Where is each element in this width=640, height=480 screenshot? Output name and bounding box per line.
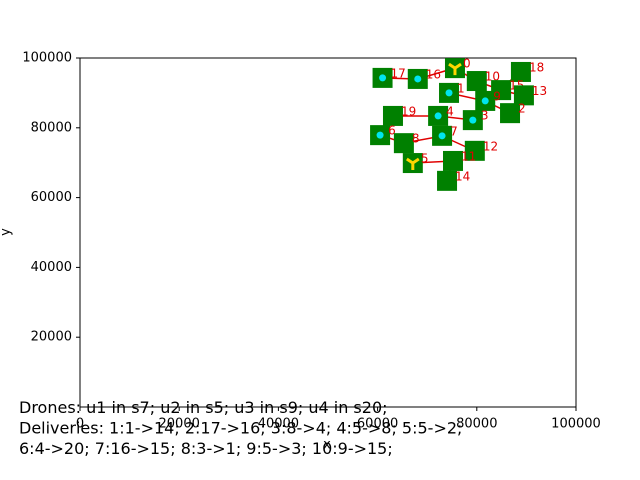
- node-label: 5: [421, 152, 429, 166]
- node: [510, 61, 531, 82]
- node-label: 17: [391, 66, 406, 80]
- station-dot: [438, 132, 446, 140]
- node: [500, 103, 521, 124]
- y-tick-label: 40000: [31, 260, 72, 275]
- y-tick-label: 80000: [31, 120, 72, 135]
- node: [513, 85, 534, 106]
- x-tick-label: 0: [76, 417, 84, 432]
- station-dot: [414, 75, 422, 83]
- node-label: 7: [450, 124, 458, 138]
- route: [379, 134, 476, 152]
- y-tick-label: 20000: [31, 330, 72, 345]
- node: [466, 71, 487, 92]
- node-label: 11: [461, 149, 476, 163]
- node-label: 6: [388, 124, 396, 138]
- node: [382, 105, 403, 126]
- node-label: 19: [401, 104, 416, 118]
- node-label: 0: [463, 57, 471, 71]
- node: [491, 80, 512, 101]
- node: [464, 140, 485, 161]
- node-label: 8: [412, 132, 420, 146]
- node-label: 12: [483, 139, 498, 153]
- x-tick-label: 100000: [551, 417, 601, 432]
- station-dot: [445, 89, 453, 97]
- y-tick-label: 60000: [31, 190, 72, 205]
- x-axis-label: x: [323, 438, 331, 453]
- x-tick-label: 80000: [456, 417, 497, 432]
- station-dot: [379, 74, 387, 82]
- node: [437, 170, 458, 191]
- node-label: 4: [446, 104, 454, 118]
- node-label: 13: [532, 84, 547, 98]
- station-dot: [469, 116, 477, 124]
- x-tick-label: 60000: [357, 417, 398, 432]
- node-label: 2: [518, 102, 526, 116]
- node-label: 10: [485, 70, 500, 84]
- station-dot: [434, 112, 442, 120]
- node-label: 18: [529, 60, 544, 74]
- x-tick-label: 20000: [159, 417, 200, 432]
- y-axis-label: y: [0, 228, 14, 236]
- node: [442, 150, 463, 171]
- drone: [405, 157, 420, 171]
- node-label: 16: [426, 67, 441, 81]
- annotation: Drones: u1 in s7; u2 in s5; u3 in s9; u4…: [19, 398, 388, 417]
- node-label: 1: [457, 81, 465, 95]
- node-label: 9: [493, 89, 501, 103]
- annotation: Deliveries: 1:1->14; 2:17->16; 3:8->4; 4…: [19, 419, 462, 438]
- node: [393, 133, 414, 154]
- x-tick-label: 40000: [258, 417, 299, 432]
- plot-frame: [79, 57, 577, 408]
- y-tick-label: 100000: [22, 51, 72, 66]
- drone: [448, 62, 462, 76]
- annotation: 6:4->20; 7:16->15; 8:3->1; 9:5->3; 10:9-…: [19, 439, 393, 458]
- node-label: 14: [455, 169, 470, 183]
- node-label: 3: [481, 109, 489, 123]
- station-dot: [376, 131, 384, 139]
- station-dot: [481, 97, 489, 105]
